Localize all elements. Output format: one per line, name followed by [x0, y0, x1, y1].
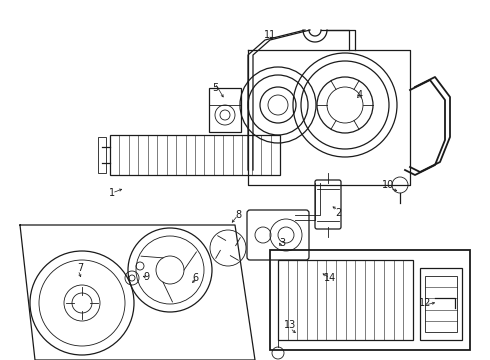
Text: 14: 14	[324, 273, 336, 283]
Text: 7: 7	[77, 263, 83, 273]
Bar	[420, 268, 462, 340]
Bar	[270, 250, 470, 350]
Text: 9: 9	[143, 272, 149, 282]
Bar	[98, 137, 106, 173]
Bar	[209, 88, 241, 132]
Text: 4: 4	[357, 90, 363, 100]
Text: 8: 8	[235, 210, 241, 220]
Text: 12: 12	[419, 298, 431, 308]
Text: 11: 11	[264, 30, 276, 40]
Bar	[425, 276, 457, 332]
Text: 5: 5	[212, 83, 218, 93]
Text: 2: 2	[335, 208, 341, 218]
Bar	[110, 135, 280, 175]
Text: 1: 1	[109, 188, 115, 198]
Text: 10: 10	[382, 180, 394, 190]
Bar	[278, 260, 413, 340]
Text: 13: 13	[284, 320, 296, 330]
Text: 3: 3	[279, 238, 285, 248]
Text: 6: 6	[192, 273, 198, 283]
